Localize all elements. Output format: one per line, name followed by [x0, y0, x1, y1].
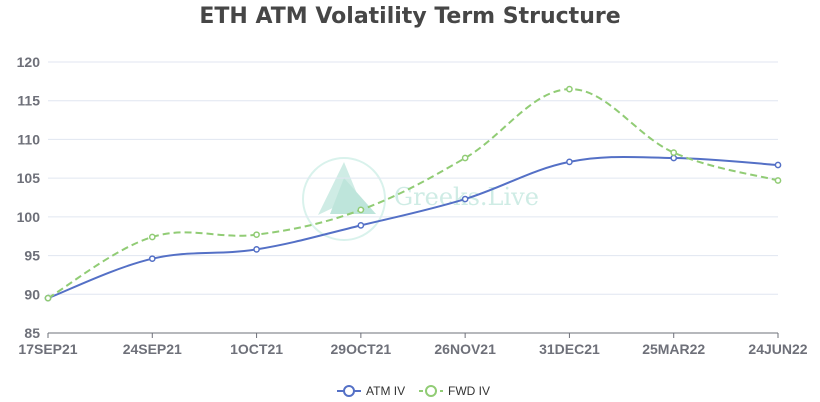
legend-label-fwd-iv: FWD IV [448, 384, 490, 398]
data-point-fwd-iv [774, 177, 782, 184]
watermark-peak-left [318, 162, 358, 215]
data-point-atm-iv [148, 255, 156, 263]
x-tick-label: 1OCT21 [230, 341, 283, 357]
y-tick-label: 90 [24, 286, 40, 302]
x-tick-label: 29OCT21 [331, 341, 392, 357]
legend[interactable]: ATM IV FWD IV [337, 384, 490, 398]
data-point-atm-iv [670, 154, 678, 162]
data-point-atm-iv [566, 158, 573, 166]
data-point-fwd-iv [253, 231, 260, 239]
y-tick-label: 100 [17, 209, 41, 225]
legend-marker-fwd-iv [425, 385, 437, 397]
data-point-fwd-iv [461, 154, 469, 162]
legend-item-fwd-iv[interactable]: FWD IV [419, 384, 490, 398]
watermark-peak-right [330, 178, 376, 214]
legend-label-atm-iv: ATM IV [366, 384, 405, 398]
x-tick-label: 25MAR22 [642, 341, 705, 357]
series-line-fwd-iv [47, 88, 779, 300]
data-point-atm-iv [253, 246, 260, 253]
data-point-atm-iv [461, 195, 469, 203]
data-point-fwd-iv [670, 149, 678, 156]
x-tick-label: 26NOV21 [434, 341, 496, 357]
series-line-atm-iv [47, 155, 779, 300]
y-tick-label: 95 [24, 248, 40, 264]
y-tick-label: 120 [17, 54, 41, 70]
data-point-atm-iv [774, 161, 782, 169]
axes: 85 90 95 100 105 110 115 120 17SEP21 24SEP21 1OCT2… [17, 54, 808, 357]
x-tick-label: 31DEC21 [539, 341, 600, 357]
y-tick-label: 110 [17, 131, 40, 147]
x-tick-label: 24JUN22 [748, 341, 807, 357]
legend-marker-atm-iv [343, 385, 355, 397]
watermark-circle [302, 157, 386, 241]
data-point-fwd-iv [566, 85, 573, 93]
data-point-fwd-iv [148, 233, 156, 241]
x-tick-label: 17SEP21 [18, 341, 77, 357]
data-point-fwd-iv [357, 206, 365, 214]
chart-title: ETH ATM Volatility Term Structure [199, 4, 621, 29]
series-lines [44, 85, 782, 302]
legend-item-atm-iv[interactable]: ATM IV [337, 384, 405, 398]
y-tick-label: 105 [17, 170, 41, 186]
y-tick-label: 85 [24, 325, 40, 341]
grid-lines [48, 61, 778, 295]
watermark-logo: Greeks.Live [302, 157, 539, 241]
data-point-atm-iv [357, 222, 365, 229]
y-tick-label: 115 [17, 93, 40, 109]
data-point-fwd-iv [44, 294, 52, 302]
x-tick-label: 24SEP21 [123, 341, 182, 357]
